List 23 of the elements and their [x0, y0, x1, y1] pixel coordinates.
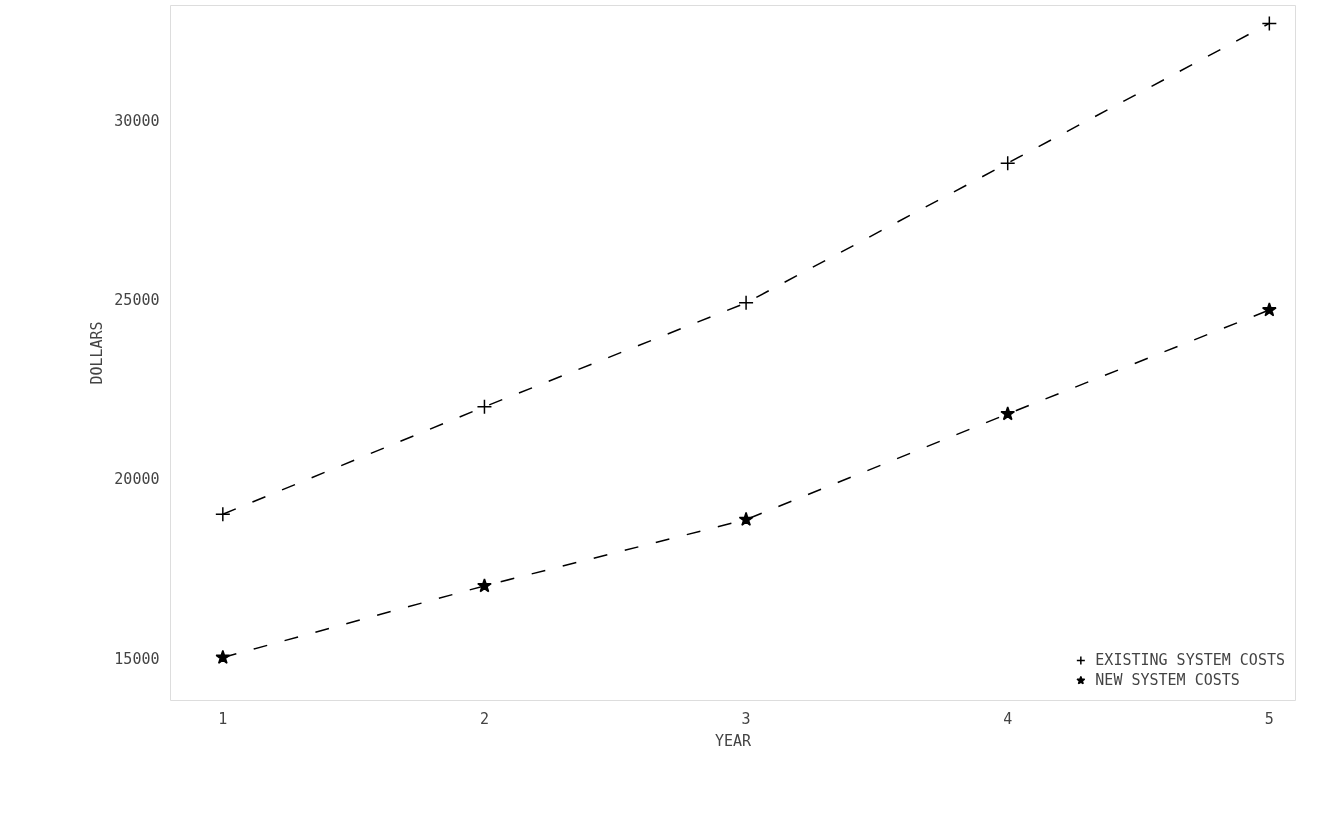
point: [215, 649, 231, 664]
point: [999, 155, 1016, 171]
x-tick-label: 4: [1003, 709, 1013, 728]
point: [738, 511, 754, 526]
point: [1000, 406, 1016, 421]
point: [1261, 302, 1277, 317]
point: [477, 578, 492, 593]
legend-label: EXISTING SYSTEM COSTS: [1095, 651, 1285, 669]
point: [215, 506, 231, 522]
point: [738, 295, 754, 311]
y-tick-label: 30000: [114, 112, 160, 131]
x-tick-label: 3: [741, 709, 751, 728]
y-axis-title: DOLLARS: [88, 321, 107, 385]
x-tick-label: 1: [218, 709, 228, 728]
x-tick-label: 2: [479, 709, 489, 728]
y-tick-label: 15000: [114, 649, 160, 668]
point: [476, 398, 493, 415]
point: [1261, 15, 1278, 32]
y-tick-label: 20000: [114, 470, 160, 489]
x-axis-title: YEAR: [714, 731, 753, 750]
y-tick-label: 25000: [114, 291, 160, 310]
legend-label: NEW SYSTEM COSTS: [1095, 671, 1240, 689]
x-tick-label: 5: [1264, 709, 1274, 728]
